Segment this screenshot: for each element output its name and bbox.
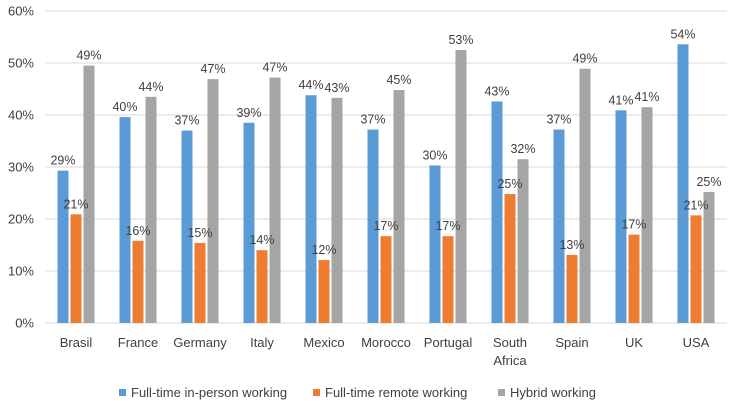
y-tick-label: 20% <box>8 212 34 227</box>
bar-in-person <box>677 44 689 323</box>
category-label: France <box>118 335 158 350</box>
bar-hybrid <box>393 90 405 323</box>
legend-label: Hybrid working <box>510 385 596 400</box>
bar-hybrid <box>269 77 281 323</box>
category-label: Brasil <box>60 335 93 350</box>
data-label: 15% <box>187 226 212 240</box>
bar-in-person <box>119 117 131 323</box>
y-tick-label: 10% <box>8 264 34 279</box>
y-tick-label: 30% <box>8 160 34 175</box>
bar-remote <box>318 260 330 323</box>
data-label: 44% <box>138 80 163 94</box>
data-label: 16% <box>125 224 150 238</box>
bars <box>57 44 715 324</box>
y-tick-label: 0% <box>15 316 34 331</box>
data-label: 49% <box>572 52 597 66</box>
data-label: 37% <box>546 113 571 127</box>
bar-in-person <box>181 130 193 323</box>
data-label: 13% <box>559 238 584 252</box>
data-labels: 29% 21% 49% 40% 16% 44% 37% 15% 47% 39% 14% 47% 44% 1… <box>50 27 721 257</box>
data-label: 17% <box>373 219 398 233</box>
data-label: 44% <box>298 78 323 92</box>
data-label: 32% <box>510 142 535 156</box>
y-tick-label: 60% <box>8 4 34 19</box>
category-label: South <box>493 335 527 350</box>
data-label: 43% <box>484 84 509 98</box>
data-label: 47% <box>262 61 287 75</box>
category-labels: Brasil France Germany Italy Mexico Morocco Por… <box>60 335 710 368</box>
data-label: 12% <box>311 243 336 257</box>
data-label: 40% <box>112 100 137 114</box>
category-label: UK <box>625 335 643 350</box>
bar-in-person <box>615 110 627 323</box>
data-label: 21% <box>683 198 708 212</box>
bar-hybrid <box>641 107 653 323</box>
data-label: 37% <box>174 114 199 128</box>
y-tick-label: 50% <box>8 56 34 71</box>
data-label: 41% <box>608 93 633 107</box>
data-label: 49% <box>76 49 101 63</box>
bar-hybrid <box>517 159 529 323</box>
data-label: 30% <box>422 148 447 162</box>
category-label: USA <box>683 335 710 350</box>
data-label: 29% <box>50 154 75 168</box>
bar-remote <box>442 236 454 323</box>
data-label: 25% <box>497 177 522 191</box>
data-label: 45% <box>386 73 411 87</box>
y-axis-tick-labels: 0% 10% 20% 30% 40% 50% 60% <box>8 4 34 331</box>
legend-swatch <box>119 389 126 396</box>
data-label: 37% <box>360 113 385 127</box>
bar-remote <box>70 214 82 323</box>
bar-remote <box>380 236 392 323</box>
bar-in-person <box>305 95 317 324</box>
category-label: Mexico <box>303 335 344 350</box>
bar-in-person <box>57 170 69 323</box>
data-label: 47% <box>200 62 225 76</box>
bar-in-person <box>491 101 503 323</box>
bar-hybrid <box>145 96 157 323</box>
data-label: 54% <box>670 27 695 41</box>
bar-remote <box>194 242 206 323</box>
bar-remote <box>628 234 640 323</box>
category-label: Italy <box>250 335 274 350</box>
bar-hybrid <box>455 50 467 323</box>
legend-swatch <box>498 389 505 396</box>
bar-in-person <box>367 129 379 323</box>
bar-hybrid <box>83 65 95 323</box>
bar-hybrid <box>579 68 591 323</box>
data-label: 25% <box>696 175 721 189</box>
y-tick-label: 40% <box>8 108 34 123</box>
data-label: 41% <box>634 90 659 104</box>
bar-in-person <box>553 129 565 323</box>
legend-swatch <box>313 389 320 396</box>
data-label: 17% <box>435 219 460 233</box>
bar-hybrid <box>207 79 219 324</box>
bar-in-person <box>243 122 255 323</box>
data-label: 21% <box>63 197 88 211</box>
bar-remote <box>256 250 268 323</box>
data-label: 17% <box>621 218 646 232</box>
category-label: Germany <box>173 335 227 350</box>
category-label: Portugal <box>424 335 473 350</box>
bar-in-person <box>429 165 441 323</box>
legend: Full-time in-person working Full-time rem… <box>119 385 596 400</box>
bar-hybrid <box>703 191 715 323</box>
bar-remote <box>690 215 702 323</box>
legend-label: Full-time in-person working <box>131 385 287 400</box>
bar-hybrid <box>331 97 343 323</box>
data-label: 14% <box>249 233 274 247</box>
data-label: 39% <box>236 106 261 120</box>
category-label: Morocco <box>361 335 411 350</box>
category-label: Africa <box>493 353 527 368</box>
bar-remote <box>566 254 578 323</box>
bar-remote <box>132 240 144 323</box>
data-label: 43% <box>324 81 349 95</box>
bar-remote <box>504 194 516 323</box>
gridlines <box>45 10 727 324</box>
legend-label: Full-time remote working <box>325 385 467 400</box>
category-label: Spain <box>555 335 588 350</box>
data-label: 53% <box>448 33 473 47</box>
